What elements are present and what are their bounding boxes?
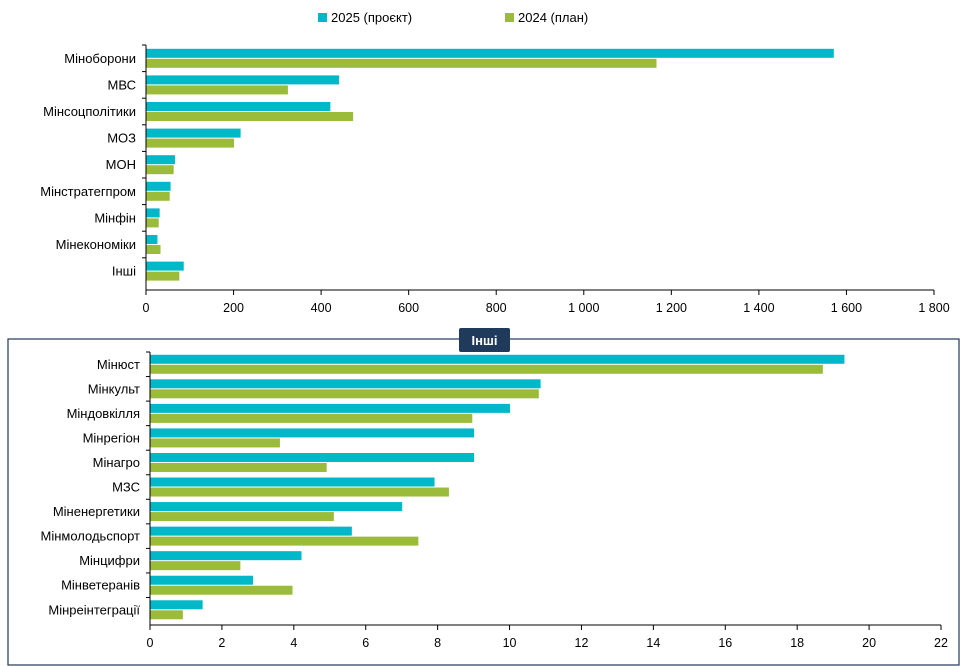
category-label: Мінкульт	[88, 381, 140, 396]
bar-2024-1-6	[146, 218, 159, 228]
x-tick-label: 0	[147, 636, 154, 650]
bar-2025-1-8	[146, 261, 184, 271]
bar-2025-2-1	[150, 379, 541, 389]
bar-2024-2-5	[150, 487, 449, 497]
category-label: МВС	[108, 77, 136, 92]
category-label: Мінстратегпром	[40, 184, 136, 199]
bar-2024-2-0	[150, 364, 823, 374]
x-tick-label: 1 600	[831, 301, 862, 315]
category-label: МЗС	[112, 480, 140, 495]
bar-2024-1-7	[146, 245, 161, 254]
bar-2025-1-5	[146, 181, 171, 191]
bar-2025-1-7	[146, 235, 158, 244]
category-label: Мінсоцполітики	[43, 104, 136, 119]
x-tick-label: 0	[143, 301, 150, 315]
bar-2024-2-4	[150, 462, 327, 472]
bar-2025-1-0	[146, 48, 834, 58]
x-tick-label: 1 400	[743, 301, 774, 315]
bar-2024-1-0	[146, 58, 657, 68]
legend-swatch-2025	[318, 13, 327, 22]
bar-2025-2-6	[150, 502, 403, 512]
x-tick-label: 14	[646, 636, 660, 650]
bar-2025-2-0	[150, 354, 845, 364]
x-tick-label: 16	[718, 636, 732, 650]
bar-2025-2-3	[150, 428, 475, 438]
x-tick-label: 800	[486, 301, 507, 315]
category-label: Міноборони	[64, 51, 136, 66]
bar-2024-2-2	[150, 413, 473, 423]
x-tick-label: 20	[862, 636, 876, 650]
category-label: Мінагро	[93, 455, 140, 470]
x-tick-label: 4	[290, 636, 297, 650]
chart-top: Міноборони МВС Мінсоцполітики МОЗ МОН Мінстра…	[40, 44, 950, 315]
category-label: МОН	[106, 157, 136, 172]
bar-2024-1-8	[146, 271, 180, 281]
x-tick-label: 2	[218, 636, 225, 650]
bar-2024-2-3	[150, 438, 280, 448]
category-label: Мінфін	[94, 210, 136, 225]
bar-2025-2-5	[150, 477, 435, 487]
bar-2025-1-1	[146, 75, 340, 85]
x-tick-label: 22	[934, 636, 948, 650]
others-badge: Інші	[459, 328, 510, 352]
bar-2024-2-1	[150, 389, 539, 399]
bar-2024-2-6	[150, 512, 334, 522]
bar-2025-2-4	[150, 452, 475, 462]
category-label: Мінцифри	[79, 553, 140, 568]
bar-2025-1-3	[146, 128, 241, 138]
bar-2024-2-9	[150, 585, 293, 595]
x-tick-label: 600	[398, 301, 419, 315]
x-tick-label: 1 200	[656, 301, 687, 315]
legend-swatch-2024	[505, 13, 514, 22]
bar-2024-2-8	[150, 561, 241, 571]
category-label: Міндовкілля	[67, 406, 140, 421]
x-tick-label: 18	[790, 636, 804, 650]
category-label: МОЗ	[107, 131, 136, 146]
bar-2025-1-2	[146, 102, 331, 111]
category-label: Мінюст	[97, 357, 140, 372]
x-tick-label: 12	[575, 636, 589, 650]
x-tick-label: 400	[311, 301, 332, 315]
bar-2025-2-9	[150, 575, 253, 585]
category-label: Мінекономіки	[56, 237, 136, 252]
x-tick-label: 1 000	[568, 301, 599, 315]
bar-2024-1-2	[146, 112, 354, 121]
bar-2024-2-7	[150, 536, 419, 546]
bar-2025-2-10	[150, 600, 203, 610]
bar-2025-2-8	[150, 551, 302, 561]
category-label: Міненергетики	[53, 504, 140, 519]
category-label: Мінветеранів	[61, 578, 140, 593]
legend-label-2025: 2025 (проєкт)	[331, 10, 412, 25]
x-tick-label: 1 800	[918, 301, 949, 315]
bar-2024-2-10	[150, 610, 183, 620]
x-tick-label: 6	[362, 636, 369, 650]
x-tick-label: 8	[434, 636, 441, 650]
category-label: Мінрегіон	[83, 430, 140, 445]
bar-2024-1-3	[146, 138, 235, 148]
category-label: Мінмолодьспорт	[41, 529, 141, 544]
bar-2025-1-6	[146, 208, 160, 218]
bar-2024-1-4	[146, 165, 174, 175]
legend: 2025 (проєкт) 2024 (план)	[318, 10, 588, 25]
chart-bottom: Мінюст Мінкульт Міндовкілля Мінрегіон Мінагр…	[41, 351, 948, 650]
others-badge-label: Інші	[472, 333, 498, 348]
others-badge-bg	[459, 328, 510, 352]
bar-2025-2-2	[150, 403, 511, 413]
category-label: Мінреінтеграції	[48, 602, 140, 617]
bar-2024-1-1	[146, 85, 288, 95]
bar-2025-2-7	[150, 526, 352, 536]
x-tick-label: 200	[223, 301, 244, 315]
x-tick-label: 10	[503, 636, 517, 650]
legend-label-2024: 2024 (план)	[518, 10, 588, 25]
category-label: Інші	[112, 264, 136, 279]
bar-2025-1-4	[146, 155, 175, 165]
bar-2024-1-5	[146, 191, 170, 201]
